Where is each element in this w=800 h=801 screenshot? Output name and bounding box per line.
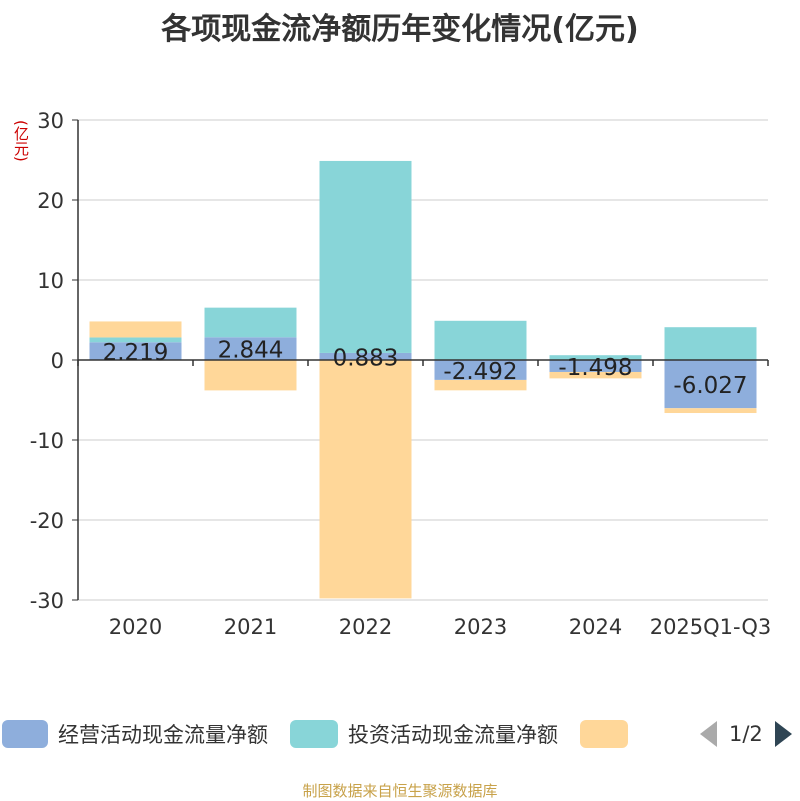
x-tick-label: 2021 [224,615,277,639]
bar-financing[interactable] [204,360,297,391]
legend-item-financing[interactable] [580,720,638,748]
y-tick-label: 0 [51,349,64,373]
bar-financing[interactable] [89,321,182,338]
bar-investing[interactable] [319,160,412,353]
bar-investing[interactable] [89,337,182,343]
x-tick-label: 2022 [339,615,392,639]
data-label: -1.498 [558,355,632,381]
legend-swatch [290,720,338,748]
bar-operating[interactable] [549,360,642,372]
y-tick-label: -20 [30,509,64,533]
data-label: -6.027 [673,373,747,399]
bar-investing[interactable] [434,320,527,360]
x-tick-label: 2025Q1-Q3 [650,615,772,639]
legend-prev-arrow-icon[interactable] [700,721,717,747]
legend-label: 经营活动现金流量净额 [58,723,268,747]
legend-label: 投资活动现金流量净额 [348,723,558,747]
legend-swatch [2,720,48,748]
data-label: 0.883 [333,345,399,371]
tick-labels: -30 -20 -10 0 10 20 30 2020 2021 2022 2023 2024 2025… [30,109,772,639]
bar-investing[interactable] [664,327,757,360]
bar-operating[interactable] [434,360,527,380]
data-labels: 2.219 2.844 0.883 -2.492 -1.498 -6.027 [103,338,748,399]
x-tick-label: 2024 [569,615,622,639]
bar-operating[interactable] [89,342,182,360]
data-label: -2.492 [443,359,517,385]
legend-next-arrow-icon[interactable] [774,721,792,747]
y-tick-label: -30 [30,589,64,613]
gridlines [78,119,768,601]
bar-investing[interactable] [204,307,297,338]
data-source-note: 制图数据来自恒生聚源数据库 [302,782,498,800]
bar-financing[interactable] [319,360,412,599]
y-tick-label: -10 [30,429,64,453]
y-tick-label: 20 [37,189,64,213]
chart-canvas: 2.219 2.844 0.883 -2.492 -1.498 -6.027 -30 -20… [30,109,772,639]
bar-financing[interactable] [664,408,757,414]
data-label: 2.219 [103,340,169,366]
legend-page-indicator: 1/2 [729,722,763,746]
bar-financing[interactable] [434,379,527,391]
x-tick-label: 2020 [109,615,162,639]
bar-operating[interactable] [664,360,757,409]
data-label: 2.844 [218,338,284,364]
legend: 经营活动现金流量净额 投资活动现金流量净额 [0,716,800,752]
y-axis-unit-label: (亿元) [12,120,30,162]
bar-investing[interactable] [549,355,642,360]
legend-item-investing[interactable]: 投资活动现金流量净额 [290,719,558,749]
bars [89,160,757,599]
bar-operating[interactable] [319,352,412,360]
y-tick-label: 30 [37,109,64,133]
chart-title: 各项现金流净额历年变化情况(亿元) [161,12,639,47]
legend-item-operating[interactable]: 经营活动现金流量净额 [2,719,268,749]
bar-operating[interactable] [204,337,297,360]
y-tick-label: 10 [37,269,64,293]
bar-financing[interactable] [549,371,642,379]
x-tick-label: 2023 [454,615,507,639]
legend-pager: 1/2 [700,716,792,752]
legend-swatch [580,720,628,748]
axes [72,119,769,601]
